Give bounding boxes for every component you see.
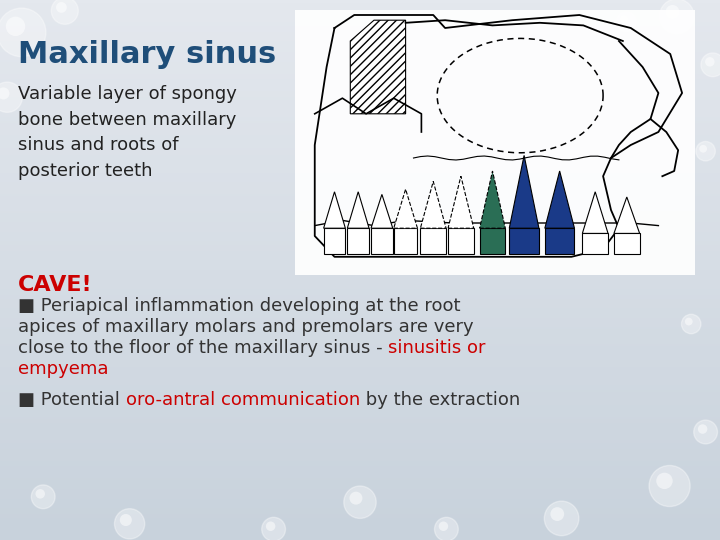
Polygon shape	[371, 194, 393, 228]
Polygon shape	[582, 192, 608, 233]
Circle shape	[696, 141, 716, 161]
Circle shape	[0, 87, 9, 99]
Text: Maxillary sinus: Maxillary sinus	[18, 40, 276, 69]
Circle shape	[665, 5, 680, 19]
Circle shape	[681, 314, 701, 334]
Polygon shape	[420, 181, 446, 228]
Bar	[448, 228, 474, 254]
Bar	[394, 228, 418, 254]
Circle shape	[262, 517, 285, 540]
Text: Variable layer of spongy
bone between maxillary
sinus and roots of
posterior tee: Variable layer of spongy bone between ma…	[18, 85, 237, 180]
Polygon shape	[614, 197, 639, 233]
Circle shape	[701, 53, 720, 77]
Text: close to the floor of the maxillary sinus -: close to the floor of the maxillary sinu…	[18, 339, 388, 357]
Text: apices of maxillary molars and premolars are very: apices of maxillary molars and premolars…	[18, 318, 474, 336]
Circle shape	[35, 489, 45, 498]
Circle shape	[0, 8, 46, 57]
Circle shape	[616, 12, 636, 31]
Circle shape	[438, 522, 448, 531]
Circle shape	[685, 318, 693, 326]
Polygon shape	[480, 171, 505, 228]
Polygon shape	[351, 20, 405, 114]
Text: ■ Periapical inflammation developing at the root: ■ Periapical inflammation developing at …	[18, 297, 461, 315]
Polygon shape	[323, 192, 346, 228]
Circle shape	[51, 0, 78, 24]
Bar	[323, 228, 346, 254]
Text: sinusitis or: sinusitis or	[388, 339, 486, 357]
Text: CAVE!: CAVE!	[18, 275, 93, 295]
Polygon shape	[448, 176, 474, 228]
Circle shape	[6, 17, 25, 36]
Polygon shape	[545, 171, 575, 228]
Text: by the extraction: by the extraction	[360, 391, 520, 409]
Circle shape	[32, 485, 55, 509]
Bar	[480, 228, 505, 254]
Circle shape	[344, 486, 376, 518]
Circle shape	[56, 2, 67, 13]
Text: empyema: empyema	[18, 360, 109, 378]
Circle shape	[266, 522, 275, 531]
Circle shape	[694, 420, 717, 444]
Circle shape	[649, 465, 690, 507]
Bar	[545, 228, 575, 254]
Circle shape	[660, 0, 694, 33]
Circle shape	[0, 82, 22, 112]
Circle shape	[435, 517, 458, 540]
Polygon shape	[394, 189, 418, 228]
Bar	[371, 228, 393, 254]
Circle shape	[349, 491, 362, 504]
Bar	[420, 228, 446, 254]
Bar	[614, 233, 639, 254]
Circle shape	[705, 57, 714, 66]
Bar	[347, 228, 369, 254]
Circle shape	[698, 424, 707, 434]
Polygon shape	[509, 156, 539, 228]
Circle shape	[699, 145, 707, 153]
Circle shape	[544, 501, 579, 536]
Polygon shape	[347, 192, 369, 228]
FancyBboxPatch shape	[295, 10, 695, 275]
Circle shape	[620, 15, 628, 23]
Circle shape	[120, 514, 132, 526]
Bar	[509, 228, 539, 254]
Circle shape	[656, 472, 672, 489]
Circle shape	[550, 507, 564, 521]
Text: ■ Potential: ■ Potential	[18, 391, 125, 409]
Circle shape	[114, 509, 145, 539]
Bar	[582, 233, 608, 254]
Text: oro-antral communication: oro-antral communication	[125, 391, 360, 409]
